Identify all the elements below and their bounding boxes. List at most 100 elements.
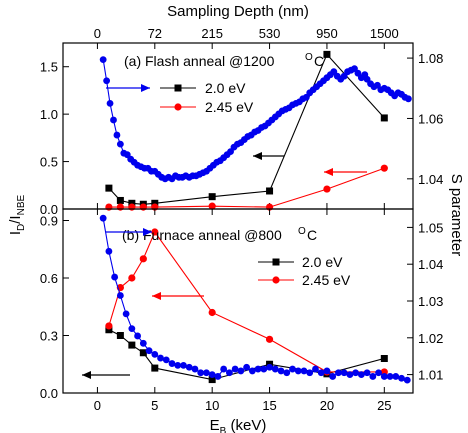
annotation-b-sup: O	[298, 226, 306, 237]
data-point-circle	[294, 367, 302, 375]
data-point-circle	[99, 214, 107, 222]
right-tick-label: 1.02	[418, 331, 443, 346]
right-tick-label: 1.05	[418, 220, 443, 235]
data-point-circle	[231, 365, 239, 373]
left-tick-label: 0.0	[40, 202, 58, 217]
data-point-circle	[106, 99, 114, 107]
data-point-square	[323, 50, 331, 58]
data-point-circle	[105, 247, 113, 255]
data-point-circle	[168, 360, 176, 367]
left-y-label-part: D	[16, 224, 27, 231]
data-point-circle	[265, 335, 274, 343]
x-tick-label: 0	[94, 398, 101, 413]
legend-marker-circle-b	[272, 276, 280, 284]
shared-labels: Sampling Depth (nm) 0 72 215 530 950 1500 0 5 10 1…	[7, 3, 465, 433]
data-point-circle	[271, 365, 279, 373]
data-point-circle	[283, 369, 291, 377]
data-point-circle	[139, 203, 147, 211]
top-tick-label: 0	[94, 26, 101, 41]
data-point-circle	[162, 356, 170, 364]
data-point-circle	[208, 308, 216, 317]
x-tick-label: 15	[262, 398, 276, 413]
left-tick-label: 0.0	[40, 386, 58, 401]
data-point-circle	[329, 373, 337, 380]
data-point-circle	[128, 203, 136, 211]
data-point-circle	[266, 363, 273, 371]
data-point-circle	[386, 373, 394, 380]
data-point-circle	[398, 374, 405, 382]
top-tick-label: 72	[148, 26, 162, 41]
data-point-square	[151, 199, 159, 207]
data-point-square	[128, 341, 136, 349]
arrow-s-parameter-b-head	[143, 228, 152, 236]
data-point-circle	[323, 367, 331, 375]
x-tick-label: 25	[377, 398, 391, 413]
right-tick-label: 1.04	[418, 257, 443, 272]
panel-a: 0.0 0.5 1.0 1.5 1.04 1.06 1.08 (a) Flash anneal…	[40, 42, 443, 217]
data-point-circle	[105, 322, 113, 330]
legend-marker-circle	[174, 103, 182, 111]
x-tick-label: 5	[151, 398, 158, 413]
left-tick-label: 0.9	[40, 214, 58, 229]
data-point-circle	[312, 365, 319, 373]
data-point-circle	[225, 369, 233, 377]
data-point-square	[105, 184, 113, 192]
data-point-circle	[174, 362, 182, 369]
data-point-circle	[116, 292, 124, 299]
data-point-circle	[105, 203, 113, 211]
legend-marker-square	[174, 84, 182, 92]
data-point-circle	[357, 371, 365, 378]
data-point-circle	[289, 365, 296, 373]
data-point-circle	[392, 373, 400, 380]
data-point-circle	[151, 228, 159, 236]
x-tick-label: 10	[205, 398, 219, 413]
data-point-square	[208, 193, 216, 201]
x-axis-label-main: E	[210, 417, 220, 433]
top-tick-label: 530	[259, 26, 281, 41]
data-point-circle	[352, 369, 360, 377]
arrow-2.0eV-a-head	[253, 152, 262, 160]
left-tick-label: 1.5	[40, 60, 58, 75]
data-point-circle	[134, 332, 141, 340]
arrow-s-parameter-a-head	[141, 84, 150, 92]
data-point-square	[128, 199, 136, 207]
annotation-a: (a) Flash anneal @1200	[124, 53, 275, 69]
x-axis-label-sub: B	[220, 426, 227, 433]
data-point-square	[105, 326, 113, 334]
data-point-square	[208, 376, 216, 384]
annotation-b-unit: C	[307, 227, 317, 243]
data-point-square	[151, 364, 159, 372]
data-point-circle	[403, 376, 411, 384]
left-y-label-part: NBE	[16, 195, 27, 216]
data-point-circle	[380, 373, 388, 380]
data-point-circle	[145, 347, 153, 355]
left-y-label-part: /I	[7, 215, 24, 223]
data-point-square	[380, 114, 388, 122]
data-point-circle	[277, 367, 285, 375]
data-point-circle	[214, 373, 222, 380]
left-tick-label: 1.0	[40, 107, 58, 122]
data-point-circle	[157, 354, 164, 362]
left-tick-label: 0.5	[40, 155, 58, 170]
data-point-square	[266, 187, 274, 195]
data-point-square	[116, 196, 124, 204]
panel-b: 0.0 0.3 0.6 0.9 1.01 1.02 1.03 1.04 1.05 (b) Furn…	[40, 208, 443, 401]
data-point-square	[380, 355, 388, 362]
top-tick-label: 950	[316, 26, 338, 41]
right-tick-label: 1.08	[418, 51, 443, 66]
x-axis-label-unit: (keV)	[226, 417, 266, 433]
data-point-circle	[116, 140, 124, 148]
data-point-circle	[220, 365, 228, 373]
data-point-circle	[300, 367, 308, 375]
right-tick-label: 1.04	[418, 172, 443, 187]
data-point-circle	[323, 185, 331, 193]
data-point-circle	[208, 202, 216, 210]
legend-label-2.0eV: 2.0 eV	[205, 80, 246, 96]
data-point-circle	[116, 203, 124, 211]
data-point-circle	[317, 369, 325, 377]
annotation-b: (b) Furnace anneal @800	[122, 227, 282, 243]
data-point-circle	[99, 56, 107, 63]
data-point-circle	[237, 367, 245, 375]
data-point-circle	[197, 369, 205, 377]
